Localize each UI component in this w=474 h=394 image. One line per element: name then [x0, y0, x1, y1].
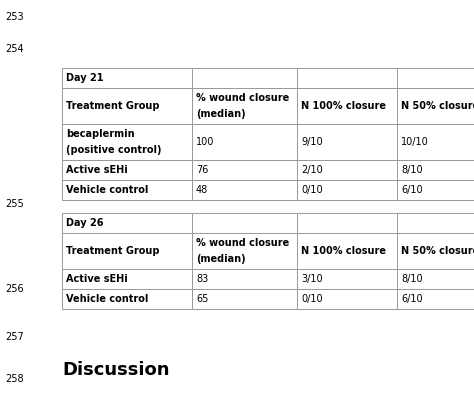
Bar — [192, 180, 297, 200]
Text: 100: 100 — [196, 137, 214, 147]
Bar — [62, 289, 192, 309]
Bar — [62, 213, 474, 233]
Bar — [62, 88, 192, 124]
Text: (median): (median) — [196, 109, 246, 119]
Bar — [297, 233, 397, 269]
Bar — [62, 180, 192, 200]
Bar — [192, 160, 297, 180]
Bar — [297, 88, 397, 124]
Text: 76: 76 — [196, 165, 209, 175]
Text: Active sEHi: Active sEHi — [66, 165, 128, 175]
Bar — [397, 233, 474, 269]
Bar — [297, 180, 397, 200]
Text: 3/10: 3/10 — [301, 274, 323, 284]
Text: Active sEHi: Active sEHi — [66, 274, 128, 284]
Bar — [297, 160, 397, 180]
Bar — [192, 289, 297, 309]
Text: Discussion: Discussion — [62, 361, 170, 379]
Text: (median): (median) — [196, 254, 246, 264]
Text: 254: 254 — [5, 44, 24, 54]
Text: Treatment Group: Treatment Group — [66, 101, 159, 111]
Text: 255: 255 — [5, 199, 24, 209]
Text: % wound closure: % wound closure — [196, 93, 289, 103]
Bar — [397, 289, 474, 309]
Text: becaplermin: becaplermin — [66, 129, 135, 139]
Text: 256: 256 — [5, 284, 24, 294]
Bar — [192, 88, 297, 124]
Text: 48: 48 — [196, 185, 208, 195]
Text: 257: 257 — [5, 332, 24, 342]
Bar — [62, 269, 192, 289]
Text: 83: 83 — [196, 274, 208, 284]
Text: Vehicle control: Vehicle control — [66, 185, 148, 195]
Text: Treatment Group: Treatment Group — [66, 246, 159, 256]
Bar — [397, 124, 474, 160]
Text: Vehicle control: Vehicle control — [66, 294, 148, 304]
Text: N 100% closure: N 100% closure — [301, 246, 386, 256]
Bar — [62, 68, 474, 88]
Bar — [192, 269, 297, 289]
Text: 2/10: 2/10 — [301, 165, 323, 175]
Bar — [62, 160, 192, 180]
Text: N 50% closure: N 50% closure — [401, 246, 474, 256]
Bar — [397, 269, 474, 289]
Text: 10/10: 10/10 — [401, 137, 429, 147]
Text: 0/10: 0/10 — [301, 294, 323, 304]
Bar — [62, 124, 192, 160]
Bar — [62, 233, 192, 269]
Text: Day 21: Day 21 — [66, 73, 103, 83]
Text: N 100% closure: N 100% closure — [301, 101, 386, 111]
Bar — [397, 88, 474, 124]
Bar — [397, 180, 474, 200]
Text: 8/10: 8/10 — [401, 165, 423, 175]
Text: 0/10: 0/10 — [301, 185, 323, 195]
Bar — [192, 124, 297, 160]
Text: Day 26: Day 26 — [66, 218, 103, 228]
Text: N 50% closure: N 50% closure — [401, 101, 474, 111]
Text: 6/10: 6/10 — [401, 294, 423, 304]
Text: 253: 253 — [5, 12, 24, 22]
Text: 9/10: 9/10 — [301, 137, 323, 147]
Bar — [297, 269, 397, 289]
Text: 65: 65 — [196, 294, 209, 304]
Text: 6/10: 6/10 — [401, 185, 423, 195]
Bar — [397, 160, 474, 180]
Text: (positive control): (positive control) — [66, 145, 162, 155]
Text: % wound closure: % wound closure — [196, 238, 289, 248]
Text: 258: 258 — [5, 374, 24, 384]
Text: 8/10: 8/10 — [401, 274, 423, 284]
Bar — [192, 233, 297, 269]
Bar — [297, 124, 397, 160]
Bar — [297, 289, 397, 309]
